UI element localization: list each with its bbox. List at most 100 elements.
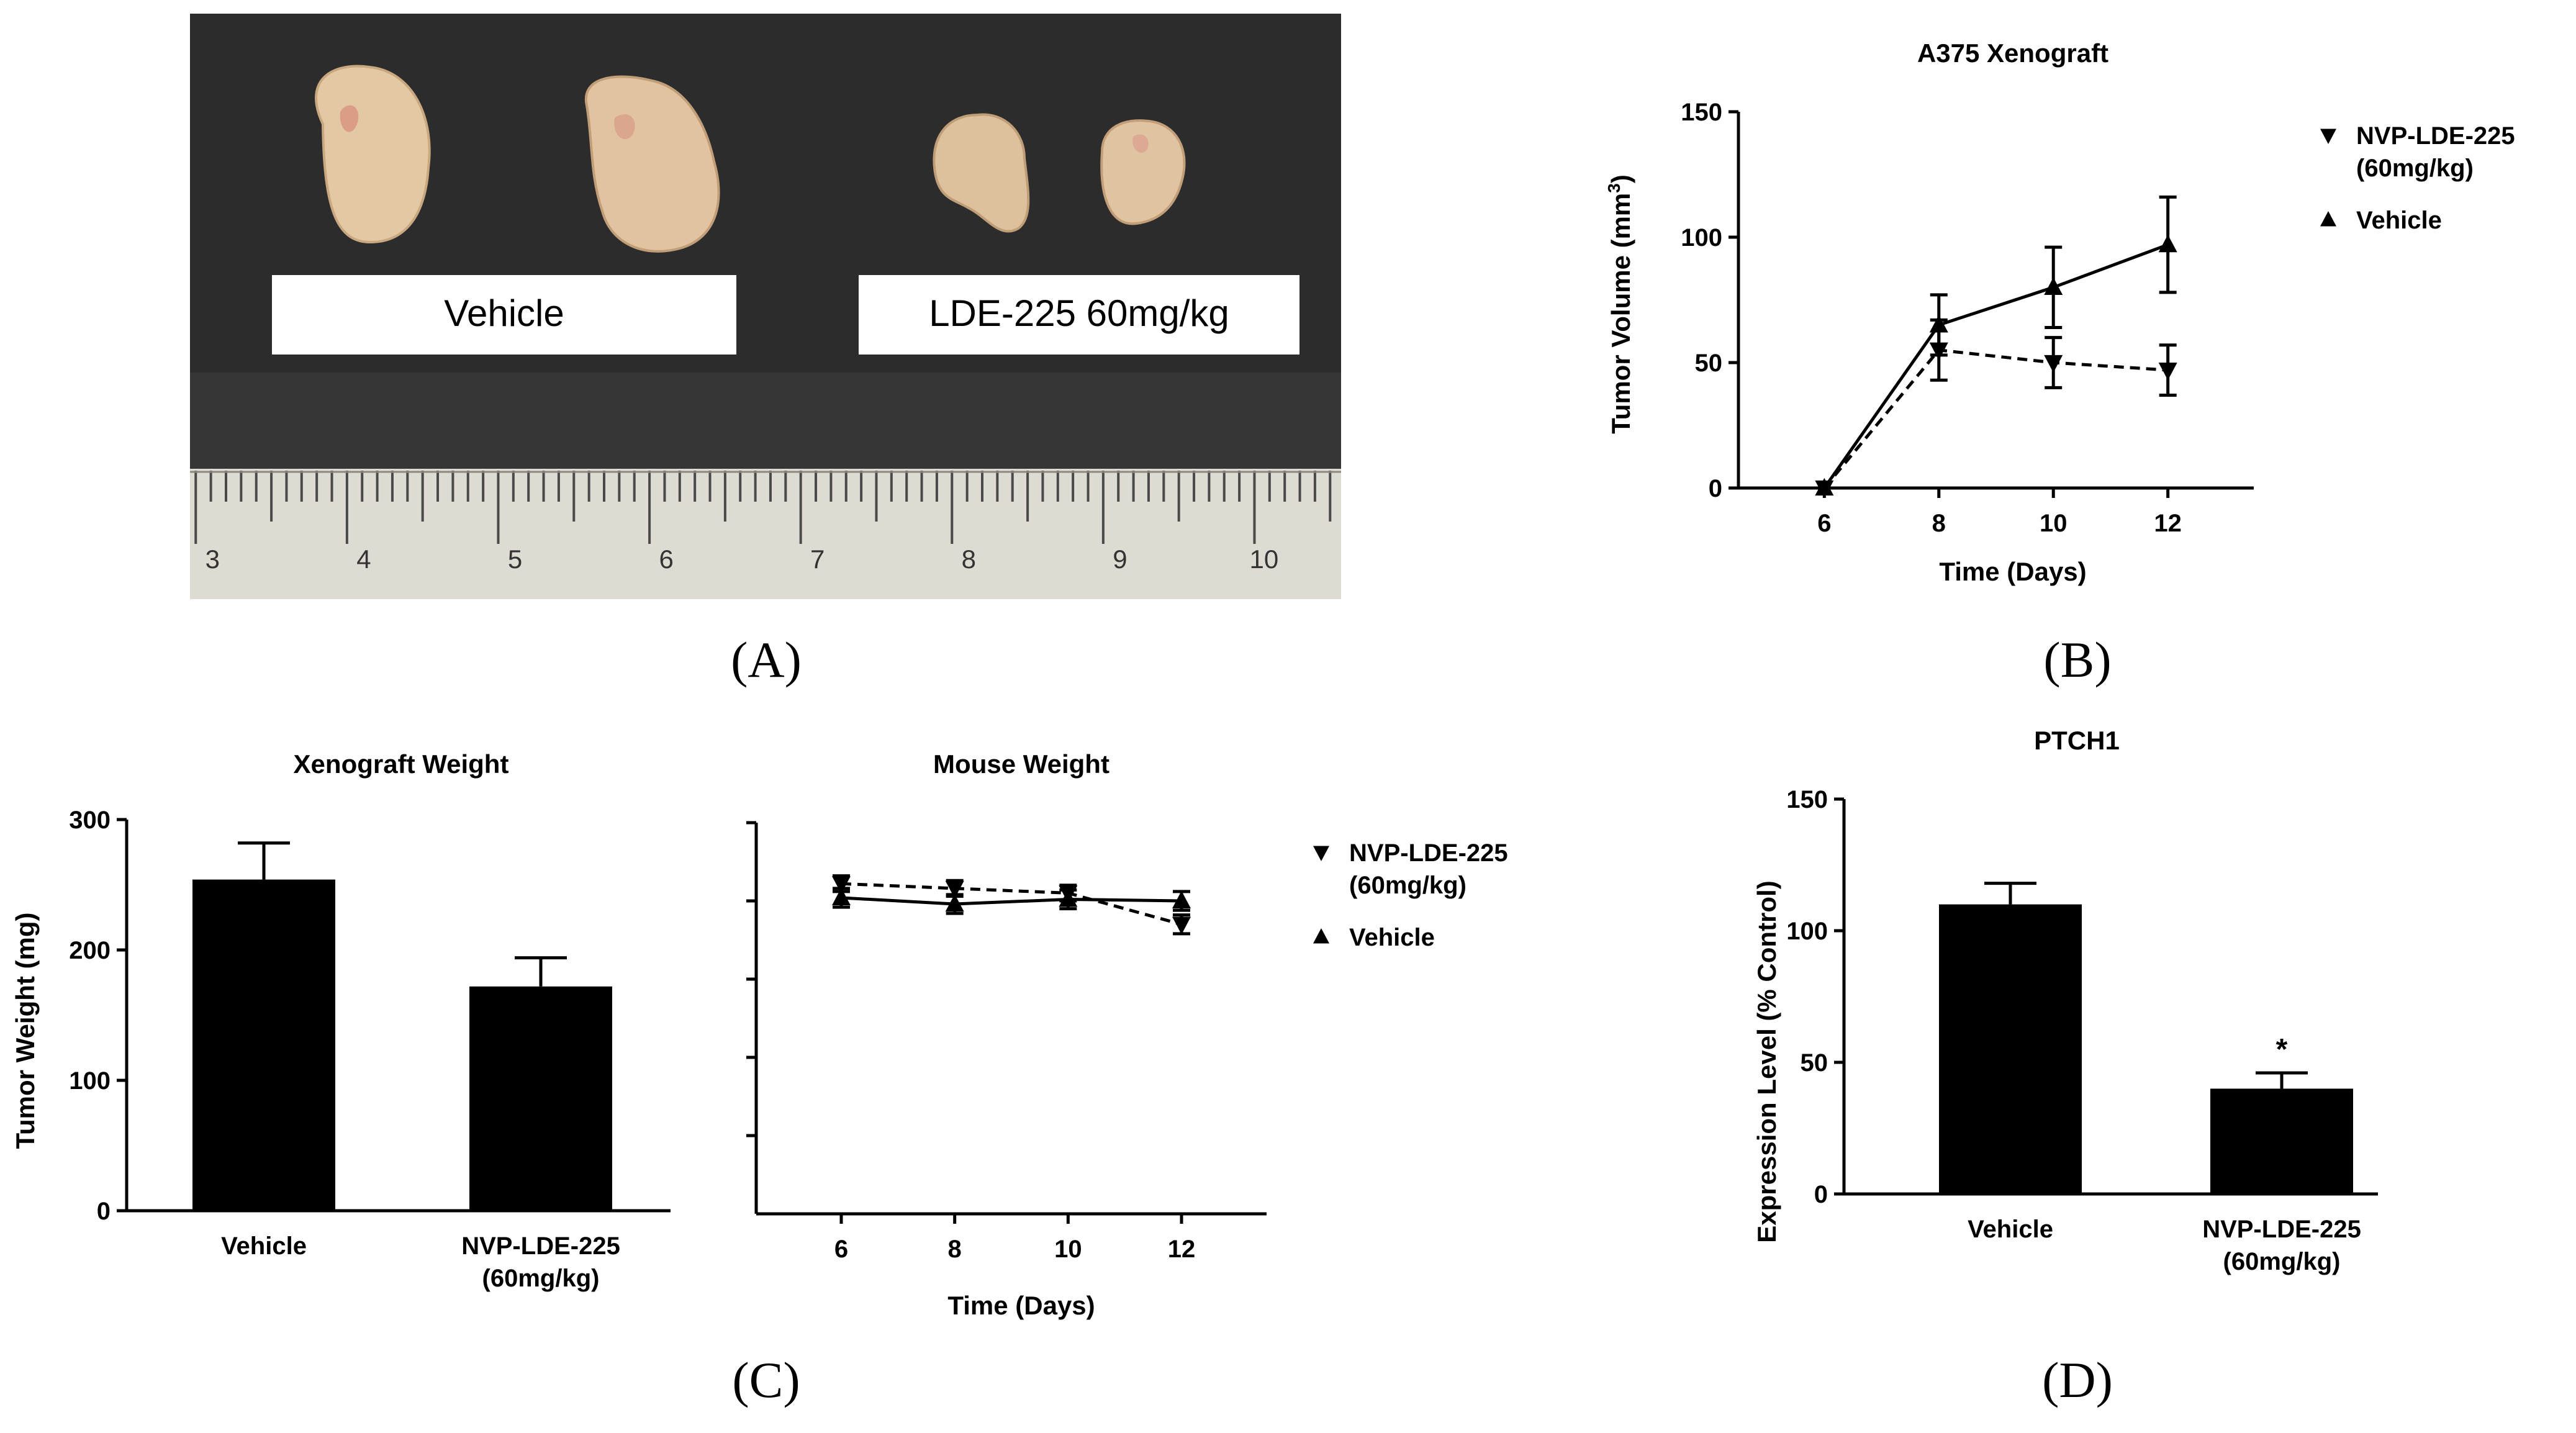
panel-label-d: (D) xyxy=(2042,1352,2113,1408)
y-tick-label: 200 xyxy=(69,937,111,964)
data-point xyxy=(832,887,851,906)
bar xyxy=(469,986,612,1211)
y-tick-label: 150 xyxy=(1786,786,1828,813)
tumor-photo: Vehicle LDE-225 60mg/kg 3 4 5 6 7 8 9 10 xyxy=(190,14,1341,599)
y-tick-label: 100 xyxy=(1681,224,1722,251)
y-tick-label: 100 xyxy=(1786,918,1828,945)
y-tick-label: 0 xyxy=(97,1198,111,1225)
ruler-number: 9 xyxy=(1113,545,1127,574)
ruler-numbers: 3 4 5 6 7 8 9 10 xyxy=(206,545,1279,574)
chart-c2-axes: 6 8 10 12 xyxy=(746,821,1267,1263)
chart-d-axes: 0 50 100 150 Vehicle NVP-LDE-225 (60mg/kg) xyxy=(1786,786,2378,1275)
panel-label-c: (C) xyxy=(732,1352,800,1408)
data-point xyxy=(1815,480,1834,499)
panel-label-a: (A) xyxy=(731,631,802,688)
chart-c1-plot xyxy=(192,841,612,1211)
chart-c2-title: Mouse Weight xyxy=(933,749,1109,779)
vehicle-tumor-2-spot xyxy=(614,114,635,140)
chart-d-plot: * xyxy=(1939,882,2353,1194)
data-point xyxy=(2044,355,2063,373)
bar xyxy=(192,879,335,1211)
ruler-number: 7 xyxy=(810,545,825,574)
data-point xyxy=(832,876,851,894)
legend-marker xyxy=(1313,846,1329,862)
y-tick-label: 0 xyxy=(1814,1181,1828,1208)
legend-marker xyxy=(2320,210,2336,227)
x-tick-label: 6 xyxy=(834,1236,848,1263)
chart-b-axes: 0 50 100 150 6 8 10 12 xyxy=(1681,99,2254,537)
chart-c2: Mouse Weight Time (Days) 6 8 10 12 NVP-LDE-… xyxy=(746,749,1508,1320)
series-line-0 xyxy=(1823,243,2169,489)
data-point xyxy=(1172,916,1191,934)
data-point xyxy=(1172,890,1191,909)
chart-c2-plot xyxy=(832,874,1191,936)
legend-marker xyxy=(1313,928,1329,944)
y-tick-label: 100 xyxy=(69,1067,111,1095)
category-label: (60mg/kg) xyxy=(482,1265,600,1292)
chart-c2-legend: NVP-LDE-225 (60mg/kg) Vehicle xyxy=(1313,839,1508,951)
data-point xyxy=(2044,277,2063,295)
ldE225-tumor-2 xyxy=(1100,119,1186,225)
lde225-label: LDE-225 60mg/kg xyxy=(929,292,1229,334)
data-point xyxy=(2158,234,2177,253)
chart-c1-ylabel: Tumor Weight (mg) xyxy=(11,912,40,1149)
vehicle-label-box xyxy=(272,275,736,355)
photo-background-lower xyxy=(190,373,1341,474)
legend-marker xyxy=(2320,129,2336,145)
y-tick-label: 150 xyxy=(1681,99,1722,126)
bar xyxy=(2210,1088,2353,1194)
ruler-number: 10 xyxy=(1249,545,1278,574)
x-tick-label: 10 xyxy=(1054,1236,1082,1263)
significance-mark: * xyxy=(2276,1033,2288,1066)
x-tick-label: 8 xyxy=(1932,510,1946,537)
series-line-1 xyxy=(1823,348,2168,489)
ldE225-tumor-1 xyxy=(933,113,1030,233)
series-line-1 xyxy=(841,882,1182,926)
chart-b: A375 Xenograft Tumor Volume (mm3) Time (… xyxy=(1604,38,2515,586)
bar xyxy=(1939,904,2082,1194)
chart-d-title: PTCH1 xyxy=(2034,726,2120,755)
series-line-0 xyxy=(841,896,1182,906)
x-tick-label: 6 xyxy=(1817,510,1831,537)
data-point xyxy=(945,880,964,899)
x-tick-label: 8 xyxy=(948,1236,962,1263)
data-point xyxy=(2158,362,2177,381)
ruler-number: 5 xyxy=(508,545,522,574)
vehicle-tumor-1-spot xyxy=(340,105,359,132)
chart-b-legend: NVP-LDE-225 (60mg/kg) Vehicle xyxy=(2320,122,2515,234)
category-label: (60mg/kg) xyxy=(2223,1248,2341,1275)
chart-d: PTCH1 Expression Level (% Control) 0 50 10… xyxy=(1752,726,2378,1275)
y-tick-label: 50 xyxy=(1695,350,1723,377)
chart-b-plot xyxy=(1815,195,2177,499)
y-tick-label: 300 xyxy=(69,807,111,834)
ruler-number: 4 xyxy=(356,545,371,574)
legend-label: Vehicle xyxy=(2356,207,2442,234)
legend-label: (60mg/kg) xyxy=(2356,155,2474,182)
legend-label: Vehicle xyxy=(1349,924,1435,951)
category-label: NVP-LDE-225 xyxy=(461,1232,620,1260)
legend-label: (60mg/kg) xyxy=(1349,872,1467,899)
x-tick-label: 10 xyxy=(2040,510,2068,537)
category-label: NVP-LDE-225 xyxy=(2202,1216,2361,1243)
legend-label: NVP-LDE-225 xyxy=(1349,839,1508,867)
x-tick-label: 12 xyxy=(2154,510,2182,537)
category-label: Vehicle xyxy=(1968,1216,2053,1243)
chart-c1: Xenograft Weight Tumor Weight (mg) 0 100 2… xyxy=(11,749,671,1292)
ldE225-tumor-2-spot xyxy=(1132,134,1149,153)
ruler-number: 8 xyxy=(962,545,976,574)
ruler-number: 3 xyxy=(206,545,220,574)
y-tick-label: 50 xyxy=(1801,1049,1828,1077)
data-point xyxy=(945,893,964,912)
ruler-number: 6 xyxy=(659,545,673,574)
category-label: Vehicle xyxy=(221,1232,307,1260)
x-tick-label: 12 xyxy=(1168,1236,1196,1263)
data-point xyxy=(1929,342,1948,360)
legend-label: NVP-LDE-225 xyxy=(2356,122,2515,150)
chart-b-title: A375 Xenograft xyxy=(1917,38,2108,68)
panel-label-b: (B) xyxy=(2043,631,2111,688)
chart-d-ylabel: Expression Level (% Control) xyxy=(1752,880,1781,1242)
chart-b-xlabel: Time (Days) xyxy=(1939,557,2086,586)
y-tick-label: 0 xyxy=(1709,475,1722,502)
chart-c2-xlabel: Time (Days) xyxy=(947,1291,1095,1320)
